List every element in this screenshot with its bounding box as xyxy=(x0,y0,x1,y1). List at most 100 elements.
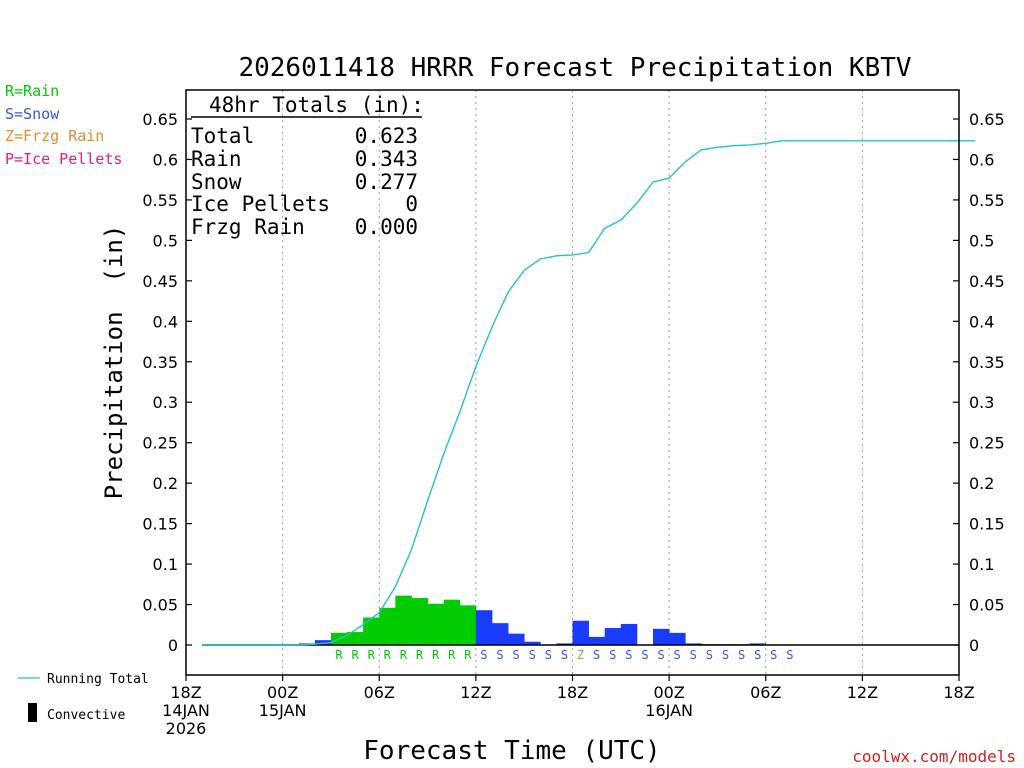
y-tick-label-right: 0.15 xyxy=(969,515,1005,534)
chart-title: 2026011418 HRRR Forecast Precipitation K… xyxy=(238,53,911,83)
precip-bar xyxy=(524,641,541,645)
precip-bar xyxy=(685,643,702,645)
precip-type-label: R xyxy=(368,648,376,662)
x-tick-label: 18Z xyxy=(170,683,201,702)
y-tick-label-left: 0 xyxy=(168,636,178,655)
precip-type-label: R xyxy=(448,648,456,662)
precip-type-label: S xyxy=(480,648,487,662)
x-tick-label: 00Z xyxy=(267,683,298,702)
x-axis-label: Forecast Time (UTC) xyxy=(363,736,660,766)
precip-bar xyxy=(669,632,686,645)
x-tick-label: 18Z xyxy=(943,683,974,702)
precip-type-label: R xyxy=(416,648,424,662)
precip-bar xyxy=(588,636,606,645)
y-axis-right: 0 0.05 0.1 0.15 0.2 0.25 0.3 0.35 0.4 0.45 0.5 0.55… xyxy=(953,110,1005,655)
precip-type-label: S xyxy=(770,648,777,662)
y-tick-label-left: 0.5 xyxy=(153,231,178,250)
x-tick-label: 06Z xyxy=(364,683,395,702)
y-tick-label-right: 0.2 xyxy=(969,474,994,493)
x-tick-label: 18Z xyxy=(557,683,588,702)
precip-type-label: S xyxy=(593,648,600,662)
precip-type-label: S xyxy=(529,648,536,662)
x-tick-label: 14JAN xyxy=(162,701,210,720)
y-tick-label-right: 0.25 xyxy=(969,434,1005,453)
y-tick-label-right: 0.3 xyxy=(969,393,994,412)
x-tick-label: 2026 xyxy=(166,719,207,738)
precip-type-label: R xyxy=(432,648,440,662)
precip-bar xyxy=(395,595,412,645)
running-total-polyline xyxy=(202,140,976,646)
precip-bar xyxy=(443,599,461,645)
y-tick-label-right: 0.45 xyxy=(969,272,1005,291)
precip-type-label: S xyxy=(657,648,664,662)
y-tick-label-right: 0.55 xyxy=(969,191,1005,210)
precip-bar xyxy=(459,605,477,645)
precip-bar xyxy=(572,620,590,645)
precip-bar xyxy=(508,633,525,645)
y-axis-label: Precipitation (in) xyxy=(100,225,128,500)
precip-type-label: S xyxy=(674,648,681,662)
y-tick-label-left: 0.35 xyxy=(142,353,178,372)
totals-value-frzg-rain: 0.000 xyxy=(355,215,418,239)
precip-type-label: S xyxy=(738,648,745,662)
legend-rain: R=Rain xyxy=(5,82,59,100)
legend-ice-pellets: P=Ice Pellets xyxy=(5,150,122,168)
totals-value-total: 0.623 xyxy=(355,124,418,148)
x-tick-label: 12Z xyxy=(460,683,491,702)
bottom-legend: Running Total Convective xyxy=(18,672,149,723)
y-tick-label-right: 0.1 xyxy=(969,555,994,574)
y-tick-label-right: 0.05 xyxy=(969,596,1005,615)
precip-type-label: S xyxy=(561,648,568,662)
x-tick-label: 12Z xyxy=(847,683,878,702)
y-tick-label-left: 0.4 xyxy=(153,312,178,331)
precip-type-label: S xyxy=(706,648,713,662)
y-tick-label-left: 0.65 xyxy=(142,110,178,129)
y-tick-label-left: 0.6 xyxy=(153,150,178,169)
precip-type-label: S xyxy=(513,648,520,662)
totals-box: 48hr Totals (in): Total 0.623 Rain 0.343… xyxy=(191,93,424,239)
precip-bar xyxy=(556,643,573,645)
y-tick-label-right: 0 xyxy=(969,636,979,655)
totals-label-ice-pellets: Ice Pellets xyxy=(191,192,330,216)
totals-header: 48hr Totals (in): xyxy=(209,93,424,117)
convective-legend-label: Convective xyxy=(47,708,125,723)
x-tick-label: 00Z xyxy=(653,683,684,702)
x-tick-label: 16JAN xyxy=(645,701,693,720)
y-tick-label-left: 0.15 xyxy=(142,515,178,534)
y-tick-label-left: 0.25 xyxy=(142,434,178,453)
precip-type-label: R xyxy=(335,648,343,662)
credit: coolwx.com/models xyxy=(852,747,1016,766)
totals-label-frzg-rain: Frzg Rain xyxy=(191,215,305,239)
totals-value-snow: 0.277 xyxy=(355,170,418,194)
precip-type-label: S xyxy=(754,648,761,662)
precip-type-label: S xyxy=(641,648,648,662)
plot-frame xyxy=(185,89,960,676)
precip-type-label: S xyxy=(786,648,793,662)
running-total-legend-label: Running Total xyxy=(47,672,149,687)
totals-label-snow: Snow xyxy=(191,170,242,194)
precip-type-label: S xyxy=(625,648,632,662)
y-tick-label-right: 0.65 xyxy=(969,110,1005,129)
precip-bar xyxy=(363,617,380,645)
running-total-line xyxy=(202,140,976,646)
type-legend: R=Rain S=Snow Z=Frzg Rain P=Ice Pellets xyxy=(5,82,122,168)
precip-type-label: S xyxy=(609,648,616,662)
y-tick-label-right: 0.6 xyxy=(969,150,994,169)
precip-bar xyxy=(314,640,332,645)
totals-label-total: Total xyxy=(191,124,254,148)
totals-label-rain: Rain xyxy=(191,147,242,171)
precip-bar xyxy=(653,628,670,645)
precip-type-label: R xyxy=(400,648,408,662)
precip-type-label: R xyxy=(384,648,392,662)
precip-bar xyxy=(379,607,396,645)
legend-snow: S=Snow xyxy=(5,105,60,123)
precip-bar xyxy=(347,632,364,645)
y-tick-label-left: 0.45 xyxy=(142,272,178,291)
x-tick-label: 15JAN xyxy=(259,701,307,720)
y-tick-label-left: 0.55 xyxy=(142,191,178,210)
precip-type-label: S xyxy=(722,648,729,662)
precip-bar xyxy=(604,628,622,645)
